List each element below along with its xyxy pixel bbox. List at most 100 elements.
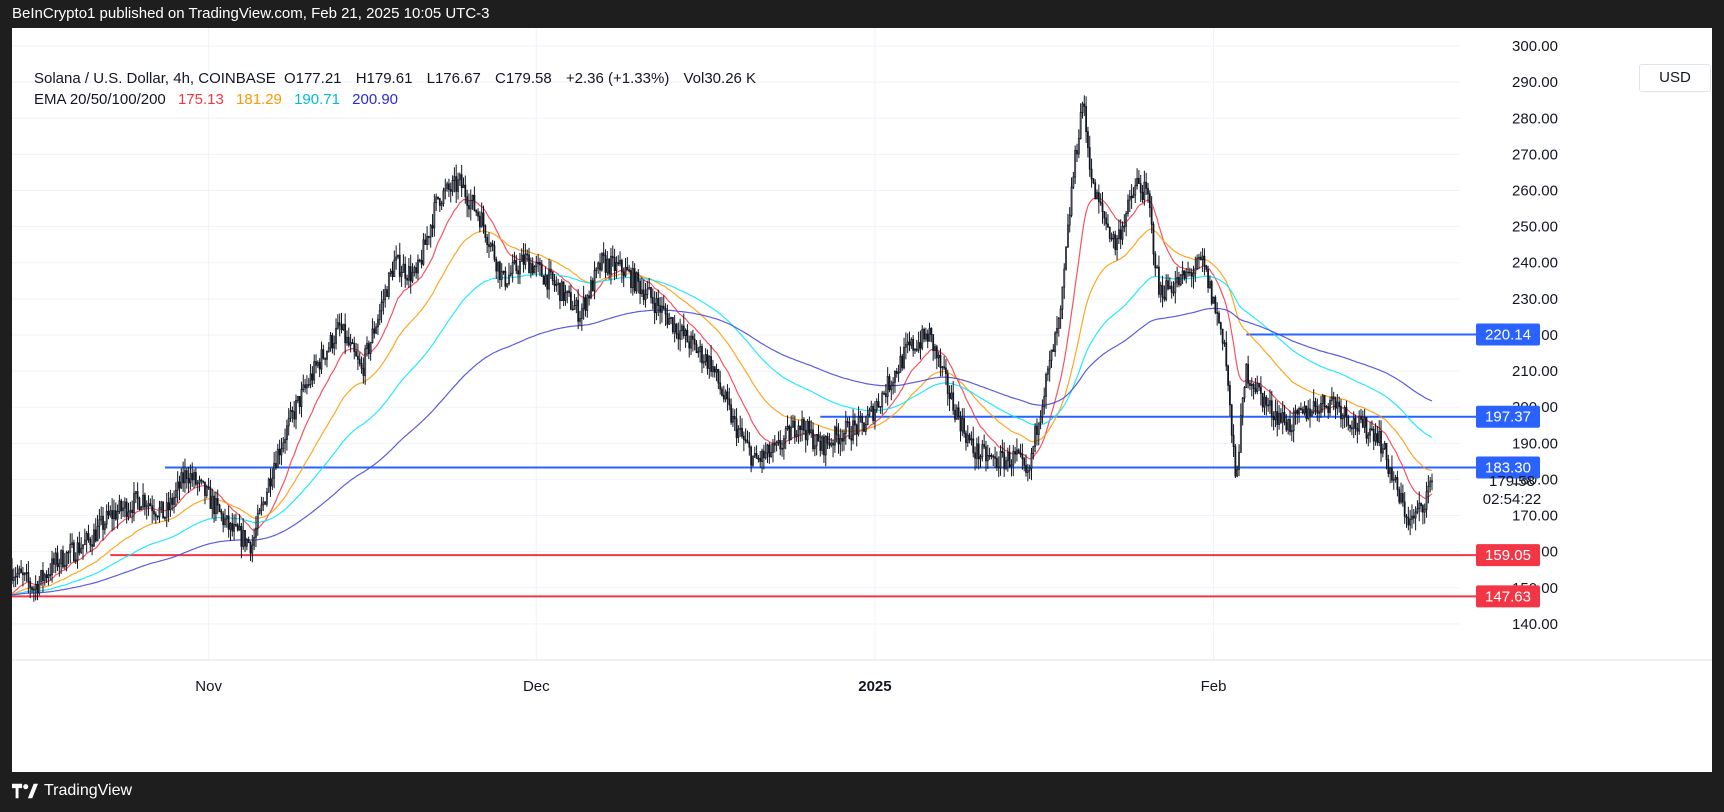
candle-body [1325, 406, 1328, 408]
candle-body [1054, 332, 1057, 352]
candle-body [1219, 322, 1222, 330]
candle-body [471, 194, 474, 201]
candle-body [315, 361, 317, 366]
candle-body [568, 290, 570, 294]
candle-body [1281, 412, 1284, 423]
candle-body [806, 421, 809, 441]
candle-body [87, 532, 90, 540]
candle-body [1278, 413, 1280, 425]
candle-body [928, 327, 931, 342]
candle-body [122, 507, 124, 512]
candle-body [983, 444, 986, 448]
candle-body [216, 498, 219, 506]
candle-body [1258, 383, 1260, 388]
candle-body [242, 530, 245, 547]
candle-body [424, 239, 427, 245]
candle-body [1059, 308, 1062, 319]
candle-body [895, 370, 898, 374]
candle-body [1361, 419, 1364, 428]
candle-body [1294, 410, 1297, 413]
candle-body [114, 510, 117, 520]
y-tick-label: 190.00 [1512, 435, 1558, 452]
candle-body [1421, 505, 1424, 513]
candle-body [1103, 211, 1106, 219]
candle-body [884, 393, 887, 397]
candle-body [36, 584, 39, 594]
candle-body [220, 511, 223, 515]
candle-body [413, 267, 416, 273]
candle-body [214, 498, 217, 515]
candle-body [218, 504, 221, 513]
volume-value: 30.26 K [704, 70, 757, 87]
candle-body [533, 266, 536, 274]
tradingview-logo-icon [12, 783, 38, 799]
candle-body [588, 295, 591, 299]
candle-body [657, 297, 660, 307]
candle-body [289, 410, 292, 419]
candle-body [965, 432, 967, 443]
candle-body [808, 421, 811, 434]
candle-body [1017, 449, 1020, 454]
candle-body [20, 568, 23, 574]
candle-body [690, 335, 692, 349]
candle-body [295, 399, 297, 420]
tradingview-brand[interactable]: TradingView [12, 782, 132, 800]
candle-body [123, 501, 126, 509]
candle-body [744, 439, 747, 442]
candle-body [1068, 214, 1071, 226]
price-chart[interactable]: 140.00150.00160.00170.00180.00190.00200.… [12, 28, 1712, 772]
candle-body [118, 500, 121, 512]
candle-body [69, 544, 72, 553]
candle-body [1176, 277, 1179, 284]
candle-body [91, 544, 94, 547]
candle-body [182, 472, 185, 484]
candle-body [1385, 442, 1388, 460]
candle-body [864, 424, 867, 432]
candle-body [1314, 401, 1317, 407]
candle-body [386, 289, 388, 297]
candle-body [630, 269, 632, 288]
candle-body [506, 283, 509, 287]
candle-body [591, 280, 594, 292]
candle-body [659, 305, 662, 313]
candle-body [986, 454, 989, 462]
candle-body [1165, 280, 1168, 300]
candle-body [1125, 212, 1128, 227]
candle-body [442, 190, 445, 204]
candle-body [167, 502, 170, 511]
candle-body [1389, 467, 1392, 474]
candle-body [1365, 417, 1368, 439]
candle-body [307, 384, 310, 386]
chart-legend: Solana / U.S. Dollar, 4h, COINBASE O177.… [34, 68, 760, 110]
candle-body [1336, 401, 1339, 409]
candle-body [1037, 422, 1040, 435]
candle-body [894, 370, 896, 383]
candle-body [1274, 411, 1277, 421]
candle-body [1252, 383, 1255, 390]
candle-body [540, 264, 543, 277]
candle-body [1208, 281, 1211, 288]
chart-panel[interactable]: 140.00150.00160.00170.00180.00190.00200.… [12, 28, 1712, 772]
candle-body [921, 328, 924, 349]
candle-body [340, 324, 343, 331]
candle-body [1411, 515, 1413, 520]
candle-body [648, 287, 651, 290]
candle-body [853, 420, 856, 426]
candle-body [564, 292, 567, 301]
candle-body [762, 450, 765, 459]
candle-body [655, 297, 658, 314]
candle-body [1088, 147, 1091, 170]
candle-body [970, 438, 973, 441]
candle-body [511, 262, 514, 274]
candle-body [915, 348, 918, 351]
candle-body [1292, 411, 1295, 432]
candle-body [886, 376, 889, 397]
candle-body [600, 252, 603, 271]
candle-body [520, 254, 523, 262]
candle-body [1269, 400, 1271, 406]
candle-body [489, 243, 492, 248]
candle-body [196, 482, 199, 485]
candle-body [735, 418, 738, 439]
candle-body [1081, 103, 1084, 114]
currency-button[interactable]: USD [1639, 64, 1711, 92]
